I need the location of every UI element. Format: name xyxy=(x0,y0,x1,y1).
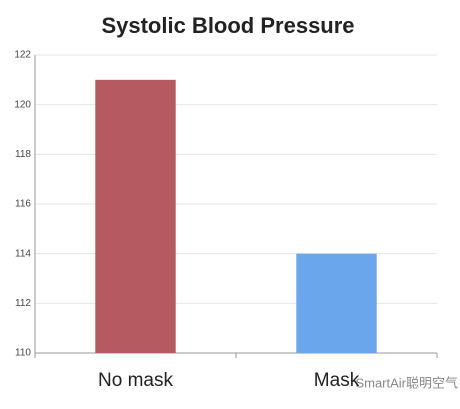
y-tick-label: 114 xyxy=(15,248,31,259)
watermark: SmartAir聪明空气 xyxy=(355,375,458,390)
y-tick-label: 110 xyxy=(15,348,31,359)
bar xyxy=(95,79,176,353)
x-tick-label: Mask xyxy=(314,370,360,391)
chart-title: Systolic Blood Pressure xyxy=(101,13,354,38)
y-tick-label: 122 xyxy=(14,50,31,61)
y-tick-label: 118 xyxy=(15,149,31,160)
x-tick-label: No mask xyxy=(98,370,173,391)
y-tick-label: 120 xyxy=(14,99,31,110)
y-tick-label: 112 xyxy=(15,298,31,309)
y-tick-label: 116 xyxy=(15,199,31,210)
bar xyxy=(296,253,377,353)
